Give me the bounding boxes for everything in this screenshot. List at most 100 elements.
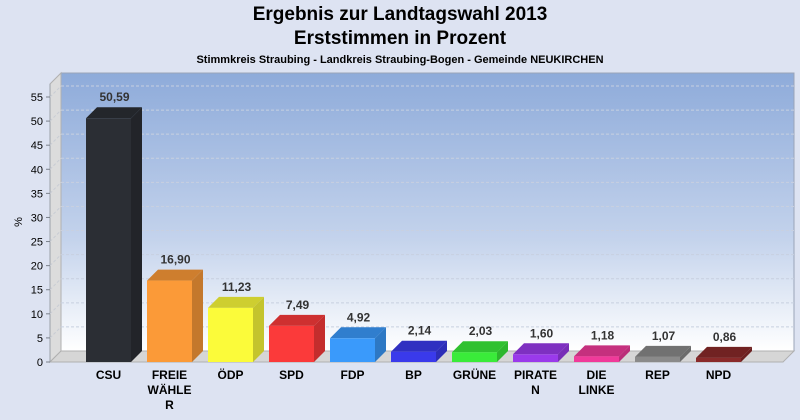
- bar-npd: [696, 346, 752, 362]
- bar-side: [131, 107, 142, 362]
- bar-top: [269, 314, 325, 326]
- y-tick-label: 50: [31, 116, 43, 128]
- bar-front: [330, 338, 375, 362]
- x-tick-label-line: DIE: [586, 368, 607, 382]
- bar-side: [375, 327, 386, 362]
- x-tick-label-line: FREIE: [151, 368, 188, 382]
- value-label: 11,23: [222, 280, 252, 294]
- bar-top: [574, 345, 630, 357]
- chart-title: Ergebnis zur Landtagswahl 2013: [252, 4, 548, 25]
- bar-side: [436, 340, 447, 362]
- bar-side: [497, 341, 508, 362]
- bar-front: [208, 307, 253, 362]
- bar-side: [619, 345, 630, 362]
- gridline-side: [49, 182, 62, 194]
- value-label: 1,18: [591, 328, 615, 342]
- bar-fdp: [330, 327, 386, 362]
- x-tick-label: BP: [384, 368, 444, 383]
- x-tick-label-line: ÖDP: [217, 368, 244, 382]
- y-tick-label: 40: [31, 164, 43, 176]
- value-label: 2,03: [469, 324, 493, 338]
- x-tick-label: CSU: [79, 368, 139, 383]
- y-tick-label: 5: [37, 333, 43, 345]
- gridline-side: [49, 230, 62, 242]
- x-tick-label-line: NPD: [705, 368, 732, 382]
- bar-top: [635, 345, 691, 357]
- bar-front: [391, 351, 436, 362]
- bar-side: [741, 346, 752, 362]
- x-tick-label-line: LINKE: [578, 383, 615, 397]
- gridline-side: [49, 85, 62, 98]
- y-tick-label: 35: [31, 188, 43, 200]
- bar--dp: [208, 296, 264, 362]
- bar-front: [147, 280, 192, 362]
- bar-top: [696, 346, 752, 358]
- x-tick-label: PIRATE N: [506, 368, 566, 398]
- gridline-side: [49, 254, 62, 266]
- left-wall: [49, 71, 62, 364]
- value-label: 2,14: [408, 324, 432, 338]
- bar-top: [86, 107, 142, 119]
- bar-front: [635, 356, 680, 362]
- x-tick-label: GRÜNE: [445, 368, 505, 383]
- x-tick-label: SPD: [262, 368, 322, 383]
- bar-rep: [635, 345, 691, 362]
- bar-piraten: [513, 343, 569, 362]
- bar-front: [86, 118, 131, 362]
- bar-top: [452, 341, 508, 353]
- bar-csu: [86, 107, 142, 362]
- bar-top: [330, 327, 386, 339]
- bar-side: [253, 296, 264, 362]
- x-tick-label-line: PIRATE: [513, 368, 558, 382]
- x-tick-label: FREIE WÄHLE R: [140, 368, 200, 413]
- value-label: 1,07: [652, 329, 676, 343]
- bar-side: [558, 343, 569, 362]
- bar-side: [680, 345, 691, 362]
- bar-front: [696, 357, 741, 362]
- x-tick-label-line: SPD: [279, 368, 304, 382]
- bar-die-linke: [574, 345, 630, 362]
- bar-top: [147, 269, 203, 281]
- x-tick-label: ÖDP: [201, 368, 261, 383]
- value-label: 7,49: [286, 298, 310, 312]
- gridline-side: [49, 302, 62, 315]
- chart-caption: Stimmkreis Straubing - Landkreis Straubi…: [196, 54, 604, 66]
- gridline-side: [49, 326, 62, 339]
- y-tick-label: 20: [31, 261, 43, 273]
- bar-spd: [269, 314, 325, 362]
- y-tick-label: 55: [31, 92, 43, 104]
- x-tick-label-line: CSU: [95, 368, 122, 382]
- bar-side: [314, 314, 325, 362]
- x-tick-label: REP: [628, 368, 688, 383]
- gridline-side: [49, 109, 62, 122]
- gridline-side: [49, 278, 62, 291]
- x-tick-label-line: REP: [645, 368, 670, 382]
- bar-gr-ne: [452, 341, 508, 362]
- y-tick-label: 15: [31, 285, 43, 297]
- gridline-side: [49, 133, 62, 146]
- bar-side: [192, 269, 203, 362]
- value-label: 1,60: [530, 326, 554, 340]
- x-tick-label-line: WÄHLE: [147, 383, 192, 397]
- x-tick-label-line: GRÜNE: [452, 368, 497, 382]
- gridline-side: [49, 206, 62, 218]
- bar-front: [574, 356, 619, 362]
- x-tick-label: FDP: [323, 368, 383, 383]
- bar-freie-w-hler: [147, 269, 203, 362]
- y-tick-label: 10: [31, 309, 43, 321]
- value-label: 0,86: [713, 330, 737, 344]
- x-tick-label-line: FDP: [340, 368, 365, 382]
- y-tick-label: 30: [31, 212, 43, 224]
- chart-subtitle: Erststimmen in Prozent: [293, 28, 507, 49]
- bar-front: [269, 325, 314, 362]
- bar-top: [391, 340, 447, 352]
- y-tick-label: 0: [37, 357, 43, 369]
- bar-front: [452, 352, 497, 362]
- bar-bp: [391, 340, 447, 362]
- bar-top: [208, 296, 264, 308]
- x-tick-label-line: N: [531, 383, 540, 397]
- y-axis-label: %: [13, 217, 25, 227]
- bar-top: [513, 343, 569, 355]
- y-tick-label: 45: [31, 140, 43, 152]
